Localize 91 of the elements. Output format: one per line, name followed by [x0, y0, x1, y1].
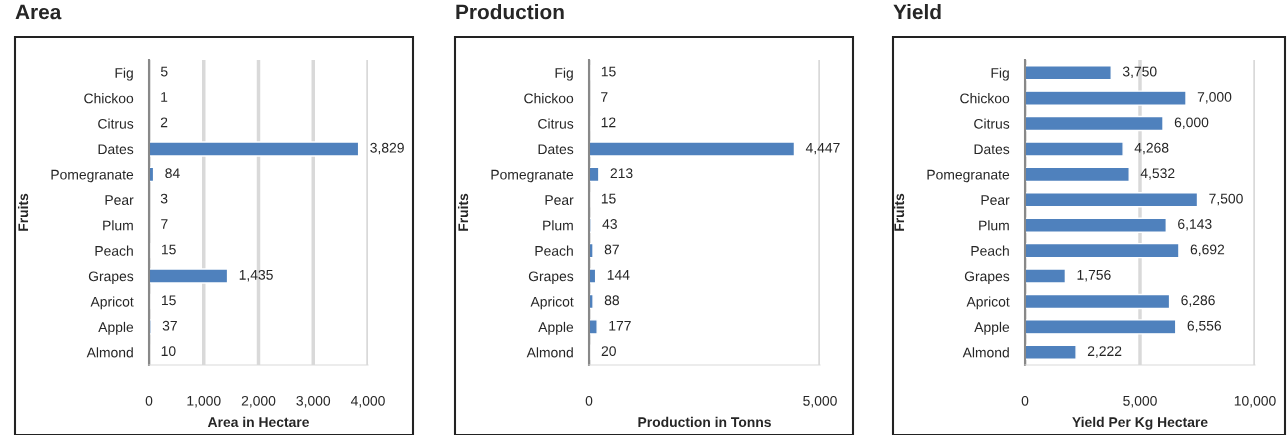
data-label: 6,286 [1181, 295, 1215, 307]
y-tick-label: Citrus [974, 118, 1010, 129]
y-tick-label: Apricot [90, 296, 134, 310]
y-tick-label: Almond [526, 347, 573, 358]
data-label: 3 [160, 193, 168, 204]
y-tick-label: Apricot [966, 296, 1010, 310]
data-label: 43 [602, 219, 617, 229]
y-tick-label: Fig [115, 67, 133, 81]
data-label: 20 [601, 346, 616, 357]
y-tick-label: Pomegranate [51, 169, 134, 183]
data-label: 4,532 [1140, 168, 1175, 180]
y-tick-label: Apple [974, 321, 1010, 335]
y-tick-label: Chickoo [960, 93, 1010, 104]
y-axis-title: Fruits [457, 193, 469, 231]
data-label: 3,750 [1122, 66, 1157, 79]
data-label: 15 [161, 295, 176, 306]
data-label: 4,447 [805, 142, 840, 155]
data-label: 84 [165, 168, 180, 179]
data-label: 15 [601, 193, 616, 204]
y-tick-label: Grapes [88, 271, 134, 284]
y-tick-label: Chickoo [524, 93, 574, 104]
data-label: 7,500 [1209, 193, 1243, 206]
y-tick-label: Citrus [98, 118, 134, 129]
x-axis-title: Area in Hectare [207, 416, 309, 428]
x-tick-label: 5,000 [803, 395, 837, 408]
x-tick-label: 10,000 [1234, 395, 1276, 408]
y-tick-label: Pomegranate [927, 169, 1010, 183]
data-label: 4,268 [1134, 142, 1169, 155]
x-tick-label: 4,000 [350, 395, 385, 408]
data-label: 6,692 [1190, 244, 1225, 256]
data-label: 2 [160, 117, 168, 128]
y-tick-label: Plum [979, 220, 1009, 231]
data-label: 88 [604, 295, 620, 306]
data-label: 87 [604, 244, 619, 255]
y-tick-label: Pear [981, 195, 1010, 205]
y-tick-label: Dates [538, 144, 574, 155]
y-tick-label: Apricot [530, 296, 574, 310]
data-label: 177 [609, 320, 631, 331]
chart-title: Production [456, 4, 564, 20]
y-tick-label: Fig [555, 67, 573, 81]
data-label: 2,222 [1087, 346, 1122, 358]
x-axis-title: Production in Tonns [638, 416, 771, 428]
y-axis-title: Fruits [893, 193, 905, 231]
data-label: 15 [601, 66, 616, 77]
y-tick-label: Almond [86, 347, 133, 358]
y-tick-label: Plum [543, 220, 573, 231]
y-tick-label: Almond [962, 347, 1009, 358]
chart-title: Area [15, 4, 62, 20]
data-label: 1,756 [1077, 269, 1111, 282]
x-axis-title: Yield Per Kg Hectare [1072, 416, 1208, 430]
y-tick-label: Pear [545, 195, 574, 205]
x-tick-label: 1,000 [187, 395, 221, 408]
data-label: 7 [601, 92, 608, 102]
x-tick-label: 0 [1021, 395, 1029, 406]
data-label: 12 [601, 117, 616, 128]
y-tick-label: Peach [971, 245, 1009, 256]
data-label: 15 [161, 244, 176, 255]
data-label: 1,435 [239, 269, 273, 282]
data-label: 6,556 [1187, 320, 1222, 333]
data-label: 6,000 [1174, 117, 1209, 129]
y-tick-label: Dates [974, 144, 1010, 155]
x-tick-label: 2,000 [241, 395, 276, 408]
data-label: 7,000 [1197, 92, 1232, 104]
y-tick-label: Grapes [964, 271, 1010, 284]
y-tick-label: Apple [538, 321, 574, 335]
data-label: 10 [161, 346, 176, 357]
y-tick-label: Pear [105, 195, 134, 205]
y-tick-label: Apple [98, 321, 134, 335]
y-tick-label: Grapes [528, 271, 574, 284]
data-label: 213 [610, 168, 633, 179]
y-tick-label: Peach [535, 245, 573, 256]
y-tick-label: Chickoo [84, 93, 134, 104]
data-label: 37 [162, 320, 177, 331]
y-tick-label: Pomegranate [491, 169, 574, 183]
data-label: 6,143 [1178, 219, 1212, 231]
x-tick-label: 0 [145, 395, 153, 406]
data-label: 3,829 [370, 142, 404, 155]
data-label: 5 [160, 66, 168, 77]
chart-title: Yield [893, 4, 941, 20]
x-tick-label: 5,000 [1123, 395, 1157, 408]
y-axis-title: Fruits [17, 193, 29, 231]
x-tick-label: 3,000 [296, 395, 331, 408]
y-tick-label: Citrus [538, 118, 574, 129]
x-tick-label: 0 [585, 395, 593, 406]
y-tick-label: Fig [991, 67, 1009, 81]
data-label: 7 [161, 219, 168, 229]
y-tick-label: Peach [95, 245, 133, 256]
data-label: 144 [607, 270, 630, 280]
data-label: 1 [161, 92, 168, 102]
y-tick-label: Plum [103, 220, 133, 231]
y-tick-label: Dates [98, 144, 134, 155]
